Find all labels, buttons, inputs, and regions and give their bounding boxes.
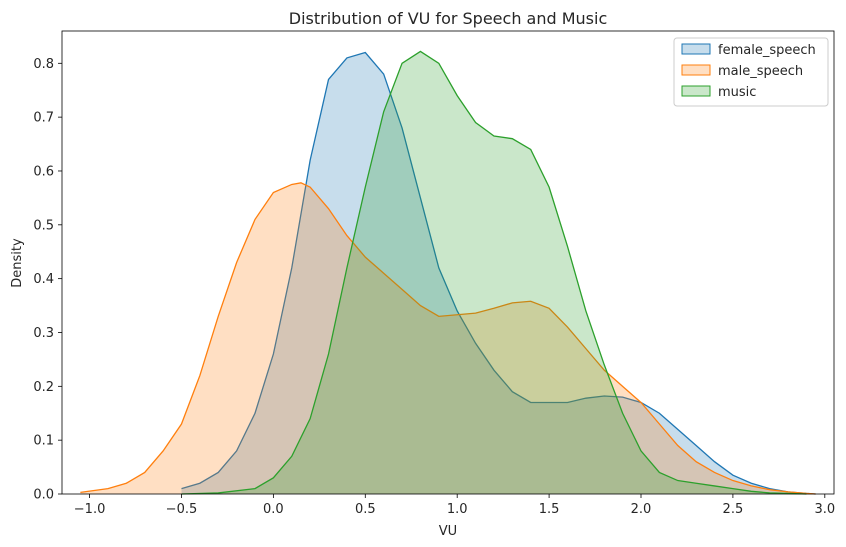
y-axis-title: Density — [10, 238, 25, 288]
legend-label-male-speech: male_speech — [718, 64, 803, 79]
x-tick-label: 3.0 — [814, 502, 835, 517]
female-speech-line — [181, 51, 816, 495]
y-tick-label: 0.7 — [33, 111, 54, 126]
x-tick-label: −1.0 — [74, 502, 106, 517]
x-tick-label: 1.5 — [539, 502, 560, 517]
plot-frame — [61, 30, 835, 495]
male-speech-line — [80, 182, 816, 495]
y-tick-label: 0.1 — [33, 434, 54, 449]
x-tick-label: 2.5 — [723, 502, 744, 517]
y-axis: 0.0 0.1 0.2 0.3 0.4 0.5 0.6 0.7 0.8 — [33, 57, 62, 503]
x-tick-label: 0.5 — [355, 502, 376, 517]
y-tick-label: 0.6 — [33, 164, 54, 179]
plot-area — [80, 50, 816, 495]
x-tick-label: 1.0 — [447, 502, 468, 517]
legend-label-female-speech: female_speech — [718, 43, 816, 58]
x-tick-label: −0.5 — [166, 502, 198, 517]
y-tick-label: 0.0 — [33, 488, 54, 503]
x-tick-label: 0.0 — [263, 502, 284, 517]
x-axis: −1.0 −0.5 0.0 0.5 1.0 1.5 2.0 2.5 3.0 — [74, 494, 835, 517]
y-tick-label: 0.3 — [33, 326, 54, 341]
y-tick-label: 0.4 — [33, 272, 54, 287]
female-speech-area — [181, 52, 816, 494]
legend-swatch-male-speech — [681, 64, 711, 76]
y-tick-label: 0.5 — [33, 218, 54, 233]
legend-label-music: music — [718, 85, 756, 100]
music-area — [181, 51, 807, 495]
y-tick-label: 0.8 — [33, 57, 54, 72]
legend-frame — [673, 37, 829, 107]
x-axis-title: VU — [439, 524, 457, 539]
y-tick-label: 0.2 — [33, 380, 54, 395]
legend-swatch-female-speech — [681, 43, 711, 55]
chart-title: Distribution of VU for Speech and Music — [289, 9, 608, 28]
male-speech-area — [80, 182, 816, 494]
x-tick-label: 2.0 — [631, 502, 652, 517]
music-line — [181, 50, 807, 495]
legend-swatch-music — [681, 85, 711, 97]
